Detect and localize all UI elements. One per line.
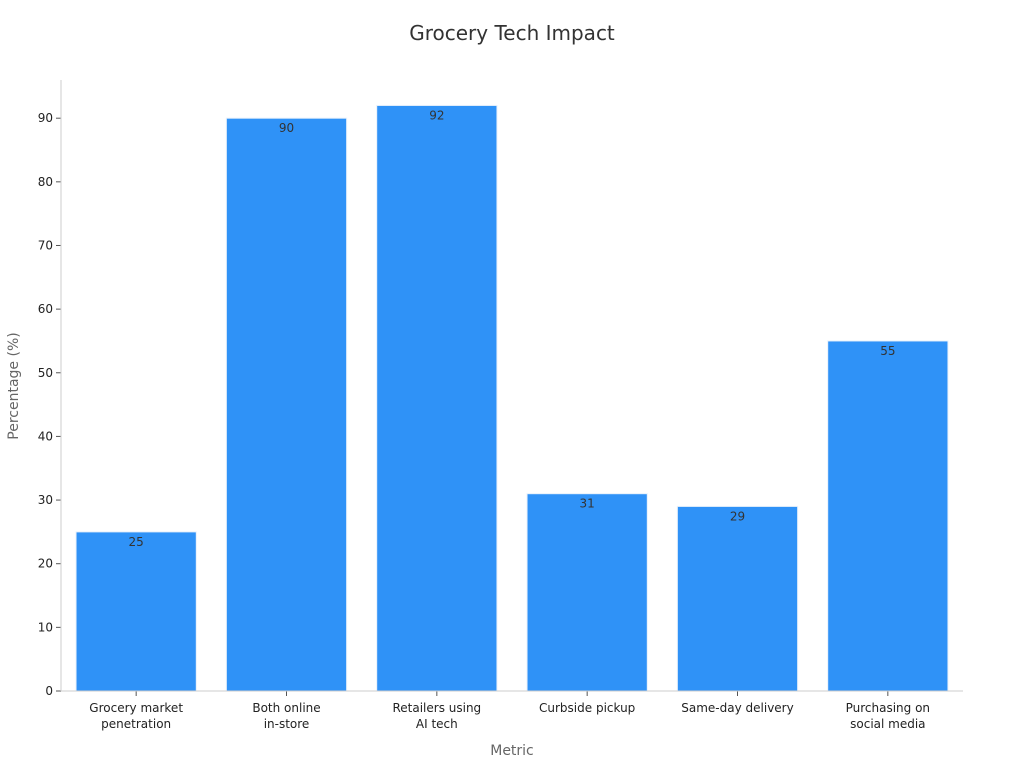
bar — [225, 117, 348, 692]
x-tick-label-line: social media — [850, 717, 925, 731]
bar-series — [75, 104, 949, 692]
x-tick-label-line: Curbside pickup — [539, 701, 635, 715]
y-axis-title: Percentage (%) — [6, 332, 22, 439]
x-tick-label-line: AI tech — [416, 717, 458, 731]
x-tick-label-line: Retailers using — [392, 701, 481, 715]
y-tick-label: 40 — [38, 429, 53, 443]
y-tick-label: 10 — [38, 620, 53, 634]
y-tick-label: 0 — [45, 684, 53, 698]
bar-value-label: 29 — [730, 509, 745, 523]
x-axis-title: Metric — [490, 743, 534, 759]
bar-value-label: 92 — [429, 108, 444, 122]
y-tick-label: 80 — [38, 175, 53, 189]
x-tick-label: Retailers using AI tech — [392, 701, 481, 731]
y-tick-label: 90 — [38, 111, 53, 125]
x-axis-ticks: Grocery market penetration Both online in-s… — [89, 691, 930, 731]
bar-value-label: 31 — [580, 497, 595, 511]
x-tick-label: Purchasing on social media — [846, 701, 930, 731]
y-tick-label: 50 — [38, 366, 53, 380]
chart-title: Grocery Tech Impact — [409, 21, 615, 45]
y-tick-label: 70 — [38, 238, 53, 252]
x-tick-label: Grocery market penetration — [89, 701, 183, 731]
y-tick-label: 20 — [38, 557, 53, 571]
bar-value-label: 90 — [279, 121, 294, 135]
x-tick-label: Curbside pickup — [539, 701, 635, 715]
x-tick-label: Same-day delivery — [681, 701, 793, 715]
x-tick-label: Both online in-store — [252, 701, 320, 731]
x-tick-label-line: Both online — [252, 701, 320, 715]
bar-value-labels: 25 90 92 31 29 55 — [129, 108, 896, 548]
y-tick-label: 60 — [38, 302, 53, 316]
bar-value-label: 25 — [129, 535, 144, 549]
bar — [526, 493, 648, 692]
bar — [676, 505, 799, 692]
x-tick-label-line: penetration — [101, 717, 171, 731]
bar-value-label: 55 — [880, 344, 895, 358]
x-tick-label-line: Grocery market — [89, 701, 183, 715]
y-axis-ticks: 0 10 20 30 40 50 60 70 80 90 — [38, 111, 61, 698]
bar — [75, 531, 197, 692]
bar — [376, 104, 498, 692]
bar — [827, 340, 949, 692]
y-tick-label: 30 — [38, 493, 53, 507]
x-tick-label-line: Same-day delivery — [681, 701, 793, 715]
x-tick-label-line: Purchasing on — [846, 701, 930, 715]
x-tick-label-line: in-store — [264, 717, 310, 731]
